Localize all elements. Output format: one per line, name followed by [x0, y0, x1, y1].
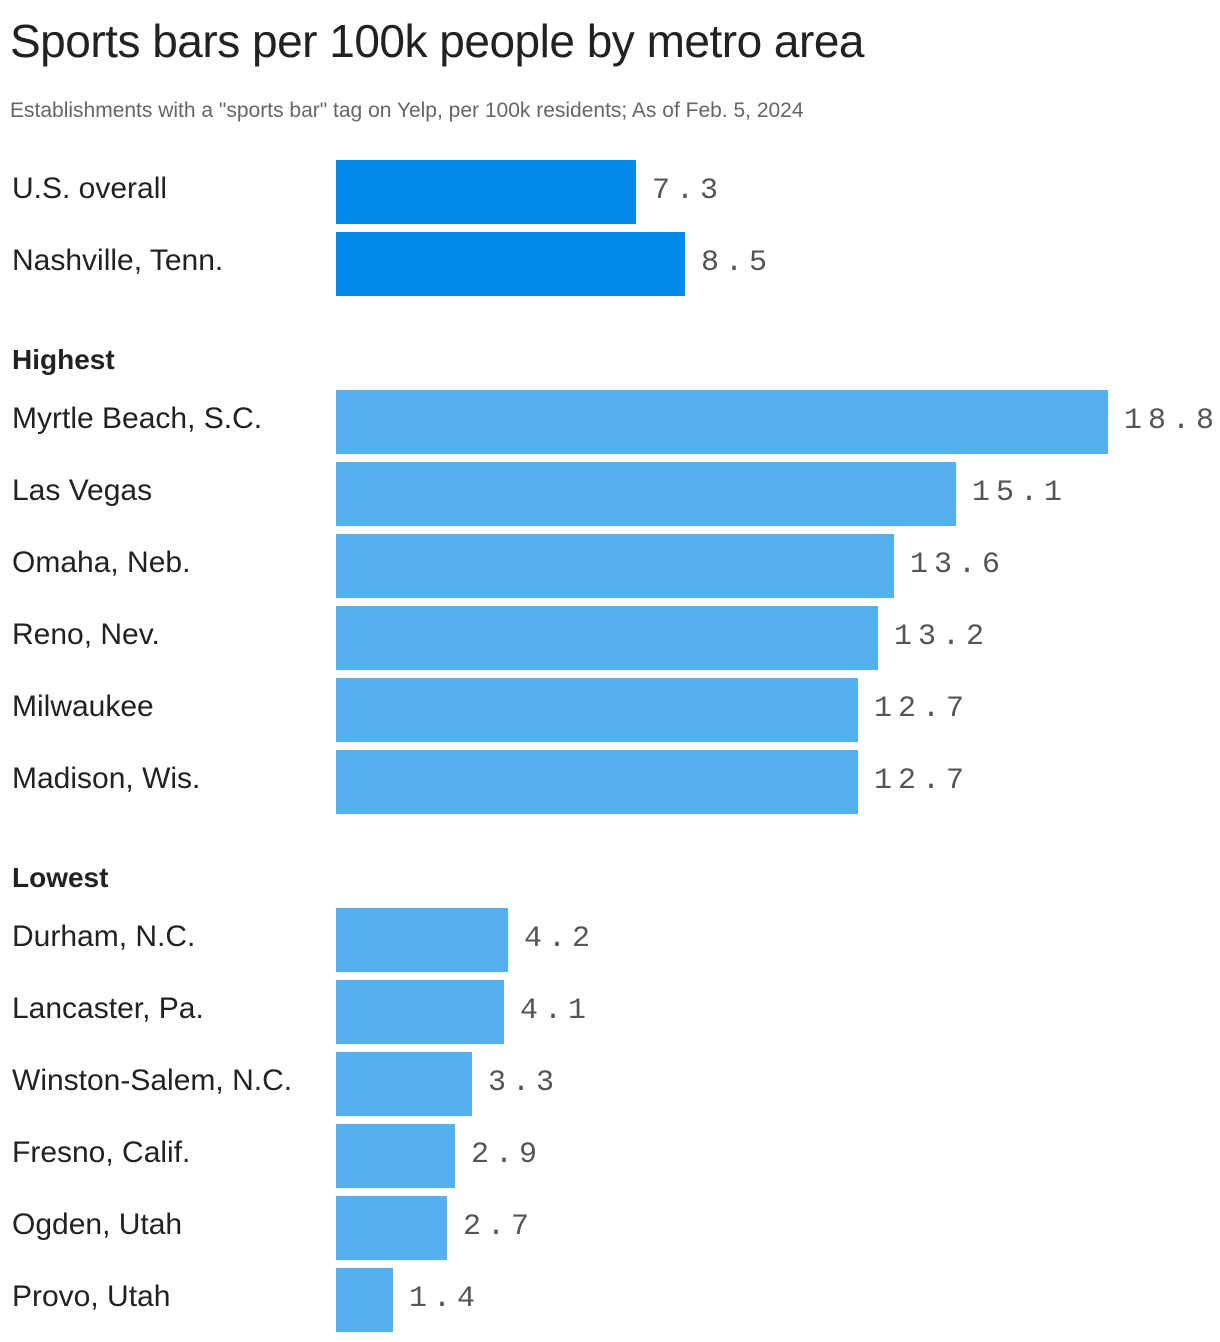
value-label-winston-salem-n-c: 3.3	[488, 1066, 561, 1100]
row-label-u-s-overall: U.S. overall	[12, 172, 168, 205]
row-label-omaha-neb: Omaha, Neb.	[12, 546, 191, 579]
bar-omaha-neb	[336, 534, 894, 598]
section-header-lowest: Lowest	[12, 862, 109, 893]
chart-title: Sports bars per 100k people by metro are…	[10, 15, 865, 67]
chart-subtitle: Establishments with a "sports bar" tag o…	[10, 99, 804, 122]
value-label-fresno-calif: 2.9	[471, 1138, 544, 1172]
row-label-milwaukee: Milwaukee	[12, 690, 154, 723]
row-label-fresno-calif: Fresno, Calif.	[12, 1136, 191, 1169]
bar-reno-nev	[336, 606, 878, 670]
row-label-madison-wis: Madison, Wis.	[12, 762, 201, 795]
row-label-lancaster-pa: Lancaster, Pa.	[12, 992, 204, 1025]
bar-myrtle-beach-s-c	[336, 390, 1108, 454]
bar-fresno-calif	[336, 1124, 455, 1188]
bar-madison-wis	[336, 750, 858, 814]
value-label-omaha-neb: 13.6	[910, 548, 1007, 582]
row-label-winston-salem-n-c: Winston-Salem, N.C.	[12, 1064, 293, 1097]
value-label-myrtle-beach-s-c: 18.8	[1124, 404, 1220, 438]
row-label-provo-utah: Provo, Utah	[12, 1280, 171, 1313]
row-label-nashville-tenn: Nashville, Tenn.	[12, 244, 224, 277]
bar-winston-salem-n-c	[336, 1052, 472, 1116]
value-label-u-s-overall: 7.3	[652, 174, 725, 208]
value-label-provo-utah: 1.4	[409, 1282, 482, 1316]
value-label-ogden-utah: 2.7	[463, 1210, 536, 1244]
section-header-highest: Highest	[12, 344, 115, 375]
bar-lancaster-pa	[336, 980, 504, 1044]
bar-las-vegas	[336, 462, 956, 526]
value-label-lancaster-pa: 4.1	[520, 994, 593, 1028]
bar-provo-utah	[336, 1268, 393, 1332]
row-label-reno-nev: Reno, Nev.	[12, 618, 160, 651]
bar-nashville-tenn	[336, 232, 685, 296]
row-label-las-vegas: Las Vegas	[12, 474, 153, 507]
value-label-las-vegas: 15.1	[972, 476, 1069, 510]
bar-milwaukee	[336, 678, 858, 742]
bar-ogden-utah	[336, 1196, 447, 1260]
bar-durham-n-c	[336, 908, 508, 972]
value-label-madison-wis: 12.7	[874, 764, 971, 798]
row-label-myrtle-beach-s-c: Myrtle Beach, S.C.	[12, 402, 263, 435]
row-label-ogden-utah: Ogden, Utah	[12, 1208, 183, 1241]
value-label-reno-nev: 13.2	[894, 620, 991, 654]
value-label-milwaukee: 12.7	[874, 692, 971, 726]
value-label-nashville-tenn: 8.5	[701, 246, 774, 280]
bar-u-s-overall	[336, 160, 636, 224]
row-label-durham-n-c: Durham, N.C.	[12, 920, 196, 953]
value-label-durham-n-c: 4.2	[524, 922, 597, 956]
